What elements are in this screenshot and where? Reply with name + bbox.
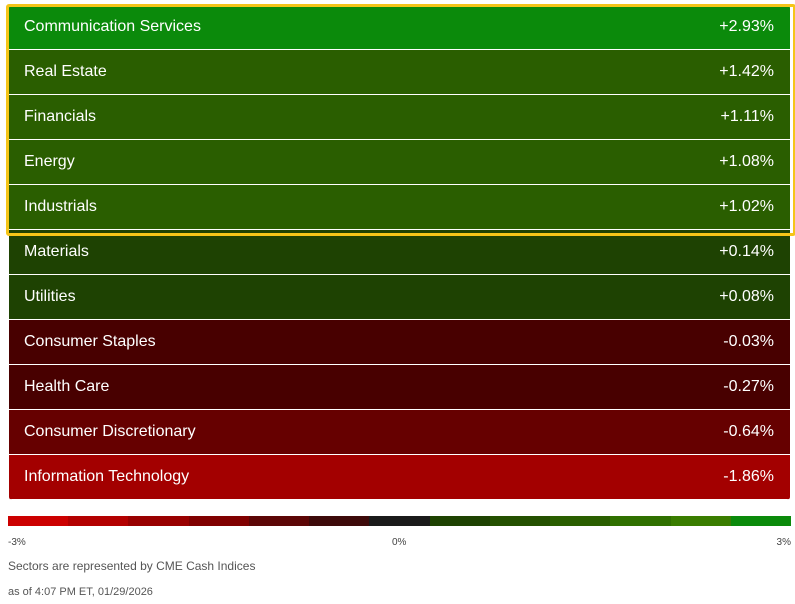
scale-segment bbox=[369, 516, 430, 526]
sector-change: +1.08% bbox=[719, 153, 774, 170]
scale-segment bbox=[68, 516, 129, 526]
sector-name: Communication Services bbox=[24, 18, 201, 35]
scale-label: 3% bbox=[776, 537, 791, 548]
scale-segment bbox=[309, 516, 370, 526]
sector-list: Communication Services +2.93% Real Estate +… bbox=[9, 5, 790, 500]
sector-row: Utilities +0.08% bbox=[9, 275, 790, 320]
scale-segment bbox=[550, 516, 611, 526]
sector-change: +1.02% bbox=[719, 198, 774, 215]
sector-name: Information Technology bbox=[24, 468, 190, 485]
sector-name: Industrials bbox=[24, 198, 97, 215]
sector-row: Communication Services +2.93% bbox=[9, 5, 790, 50]
sector-change: +0.08% bbox=[719, 288, 774, 305]
scale-segment bbox=[489, 516, 551, 526]
timestamp: as of 4:07 PM ET, 01/29/2026 bbox=[8, 586, 153, 598]
color-scale bbox=[8, 516, 792, 526]
scale-segment bbox=[429, 516, 490, 526]
sector-name: Health Care bbox=[24, 378, 110, 395]
scale-label: -3% bbox=[8, 537, 26, 548]
sector-change: -1.86% bbox=[723, 468, 774, 485]
sector-change: -0.03% bbox=[723, 333, 774, 350]
scale-label: 0% bbox=[392, 537, 407, 548]
scale-segment bbox=[188, 516, 249, 526]
sector-row: Financials +1.11% bbox=[9, 95, 790, 140]
footnote: Sectors are represented by CME Cash Indi… bbox=[8, 559, 256, 573]
sector-row: Health Care -0.27% bbox=[9, 365, 790, 410]
sector-row: Real Estate +1.42% bbox=[9, 50, 790, 95]
scale-segment bbox=[248, 516, 310, 526]
sector-name: Financials bbox=[24, 108, 97, 125]
scale-segment bbox=[8, 516, 69, 526]
sector-change: -0.64% bbox=[723, 423, 774, 440]
sector-name: Energy bbox=[24, 153, 75, 170]
sector-name: Consumer Discretionary bbox=[24, 423, 196, 440]
sector-row: Materials +0.14% bbox=[9, 230, 790, 275]
sector-name: Materials bbox=[24, 243, 89, 260]
sector-name: Consumer Staples bbox=[24, 333, 156, 350]
sector-change: +1.42% bbox=[719, 63, 774, 80]
scale-segment bbox=[610, 516, 671, 526]
sector-row: Information Technology -1.86% bbox=[9, 455, 790, 500]
sector-row: Industrials +1.02% bbox=[9, 185, 790, 230]
scale-segment bbox=[670, 516, 731, 526]
scale-segment bbox=[730, 516, 792, 526]
scale-segment bbox=[128, 516, 189, 526]
sector-name: Utilities bbox=[24, 288, 76, 305]
sector-change: +0.14% bbox=[719, 243, 774, 260]
sector-row: Consumer Staples -0.03% bbox=[9, 320, 790, 365]
sector-change: +1.11% bbox=[720, 108, 774, 125]
sector-change: +2.93% bbox=[719, 18, 774, 35]
sector-name: Real Estate bbox=[24, 63, 107, 80]
sector-row: Consumer Discretionary -0.64% bbox=[9, 410, 790, 455]
sector-row: Energy +1.08% bbox=[9, 140, 790, 185]
sector-change: -0.27% bbox=[723, 378, 774, 395]
